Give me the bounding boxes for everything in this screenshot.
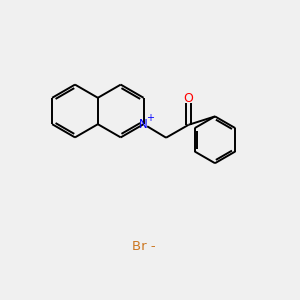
Text: +: +: [146, 112, 154, 123]
Text: N: N: [139, 118, 148, 131]
Text: O: O: [184, 92, 194, 105]
Text: Br -: Br -: [132, 239, 156, 253]
